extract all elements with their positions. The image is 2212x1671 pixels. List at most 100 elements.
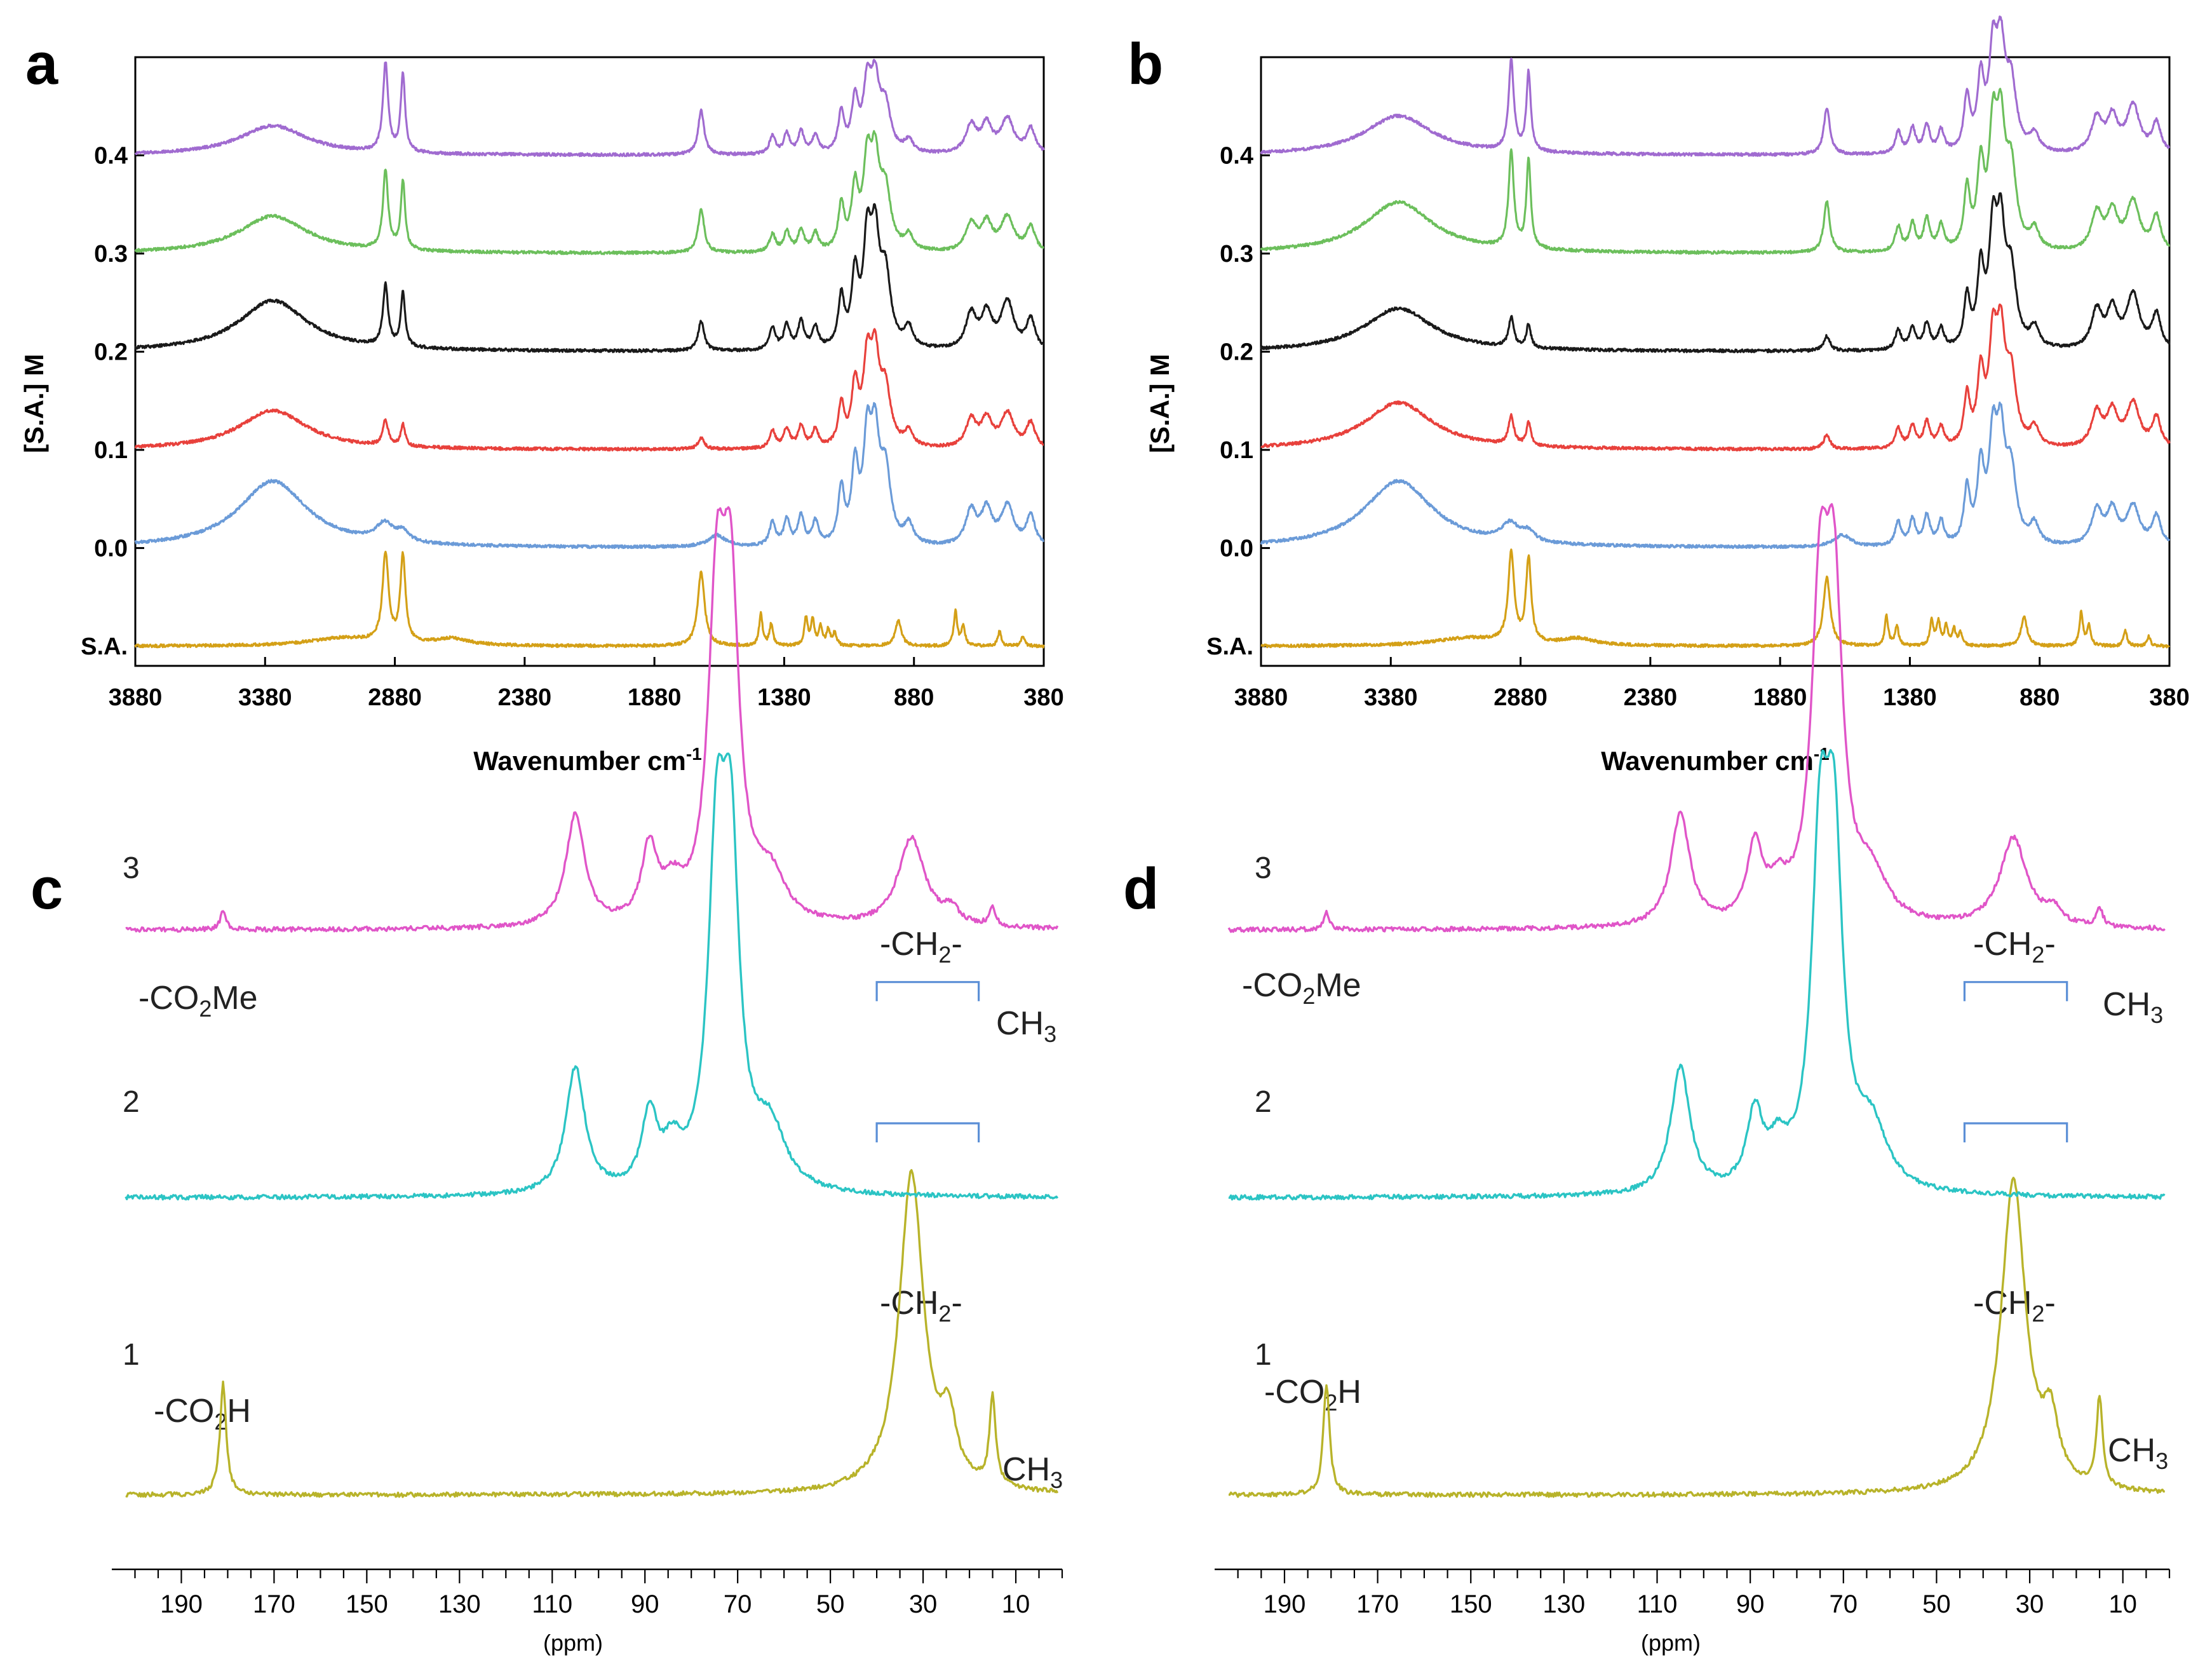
- ch3-annotation: CH3: [996, 1005, 1056, 1047]
- ch2-annotation: -CH2-: [880, 1285, 962, 1327]
- series-line-s-a: [134, 550, 1045, 649]
- spectrum-label-2: 2: [123, 1085, 140, 1119]
- x-tick-label: 3880: [109, 684, 163, 711]
- x-tick-label: 10: [1002, 1590, 1030, 1618]
- spectrum-label-1: 1: [1255, 1338, 1272, 1372]
- spectrum-line-1: [125, 1169, 1059, 1498]
- x-tick-label: 1880: [628, 684, 682, 711]
- ch3-annotation: CH3: [2103, 986, 2163, 1028]
- x-tick-label: 3380: [1364, 684, 1418, 711]
- ch2-bracket: [1963, 981, 2068, 1001]
- y-tick-label: 0.1: [1220, 437, 1253, 464]
- x-tick-label: 2880: [368, 684, 422, 711]
- ch2-bracket: [875, 1122, 980, 1142]
- x-tick-label: 90: [1736, 1590, 1765, 1618]
- nmr-plot-area: 190 170 150 130 110 90 70 50 30 10: [1215, 503, 2171, 1618]
- spectrum-label-1: 1: [123, 1338, 140, 1372]
- panel-d-nmr-spectra: d 3 2 1 -CO2Me -CH2- CH3 -CO2H -CH2- CH3…: [1123, 503, 2171, 1656]
- x-tick-label: 50: [1922, 1590, 1951, 1618]
- nmr-plot-area: 190 170 150 130 110 90 70 50 30 10: [112, 506, 1063, 1618]
- spectrum-line-3: [1227, 503, 2166, 933]
- spectrum-line-2: [125, 752, 1059, 1201]
- series-line-0-0-m: [134, 402, 1045, 550]
- series-line-0-3-m: [134, 130, 1044, 255]
- y-tick-label: 0.3: [1220, 241, 1253, 267]
- panel-a-ir-spectra: a [S.A.] M Wavenumber cm-1 S.A. 0.0 0.1 0.2…: [19, 32, 1064, 776]
- panel-letter-b: b: [1128, 32, 1163, 97]
- x-tick-label: 1380: [1883, 684, 1937, 711]
- x-tick-label: 2380: [1624, 684, 1678, 711]
- x-tick-label: 170: [1356, 1590, 1399, 1618]
- series-line-0-3-m: [1260, 88, 2171, 255]
- x-tick-label: 380: [1023, 684, 1063, 711]
- x-tick-label: 190: [160, 1590, 203, 1618]
- x-tick-label: 1380: [757, 684, 811, 711]
- x-tick-label: 3880: [1234, 684, 1288, 711]
- y-tick-label: 0.0: [1220, 536, 1253, 562]
- x-tick-label: 150: [1450, 1590, 1492, 1618]
- spectrum-label-2: 2: [1255, 1085, 1272, 1119]
- panel-b-ir-spectra: b [S.A.] M Wavenumber cm-1 S.A. 0.0 0.1 0.2…: [1128, 15, 2190, 776]
- series-line-0-2-m: [134, 203, 1044, 353]
- x-tick-label: 2880: [1494, 684, 1548, 711]
- x-axis-title: (ppm): [543, 1630, 603, 1656]
- x-axis-title: (ppm): [1641, 1630, 1701, 1656]
- series-line-0-1-m: [1260, 303, 2171, 452]
- series-line-0-4-m: [1260, 15, 2171, 157]
- x-tick-label: 1880: [1753, 684, 1807, 711]
- ch2-bracket: [1963, 1122, 2068, 1142]
- acid-annotation: -CO2H: [1264, 1374, 1361, 1416]
- series-line-0-4-m: [134, 58, 1045, 158]
- y-tick-label: 0.2: [1220, 339, 1253, 366]
- x-tick-label: 90: [631, 1590, 659, 1618]
- series-line-0-1-m: [134, 328, 1044, 452]
- x-tick-label: 880: [2020, 684, 2060, 711]
- x-tick-label: 30: [2016, 1590, 2044, 1618]
- y-tick-label: 0.3: [94, 241, 128, 267]
- plot-frame: [1260, 56, 2171, 667]
- spectrum-line-2: [1228, 748, 2166, 1201]
- x-tick-label: 110: [532, 1590, 572, 1618]
- y-tick-label: 0.4: [94, 143, 128, 170]
- x-tick-label: 50: [816, 1590, 845, 1618]
- x-tick-label: 880: [894, 684, 934, 711]
- y-tick-label: 0.0: [94, 536, 128, 562]
- panel-letter-c: c: [30, 856, 63, 921]
- spectrum-line-3: [125, 506, 1059, 933]
- x-axis-title: Wavenumber cm-1: [473, 744, 701, 776]
- x-tick-label: 150: [346, 1590, 388, 1618]
- x-tick-label: 130: [1543, 1590, 1586, 1618]
- x-tick-label: 380: [2149, 684, 2189, 711]
- panel-letter-d: d: [1123, 856, 1159, 921]
- ester-annotation: -CO2Me: [138, 980, 258, 1022]
- y-tick-label: S.A.: [1206, 633, 1253, 660]
- x-tick-label: 2380: [498, 684, 552, 711]
- acid-annotation: -CO2H: [154, 1393, 251, 1435]
- x-tick-label: 170: [253, 1590, 295, 1618]
- x-tick-label: 110: [1637, 1590, 1678, 1618]
- x-tick-label: 190: [1264, 1590, 1306, 1618]
- ch3-annotation: CH3: [2108, 1432, 2168, 1474]
- y-tick-label: S.A.: [81, 633, 128, 660]
- plot-frame: [134, 56, 1045, 667]
- y-tick-label: 0.2: [94, 339, 128, 366]
- panel-c-nmr-spectra: c 3 2 1 -CO2Me -CH2- CH3 -CO2H -CH2- CH3…: [30, 506, 1063, 1656]
- y-axis-title: [S.A.] M: [1145, 354, 1175, 453]
- ch2-annotation: -CH2-: [880, 926, 962, 968]
- x-tick-label: 3380: [238, 684, 292, 711]
- series-line-0-2-m: [1260, 192, 2171, 353]
- spectrum-label-3: 3: [1255, 851, 1272, 885]
- spectrum-label-3: 3: [123, 851, 140, 885]
- spectrum-line-1: [1229, 1177, 2166, 1498]
- ch2-annotation: -CH2-: [1973, 926, 2056, 968]
- y-tick-label: 0.4: [1220, 143, 1253, 170]
- ester-annotation: -CO2Me: [1242, 967, 1361, 1009]
- series-line-0-0-m: [1260, 402, 2171, 550]
- x-axis-title: Wavenumber cm-1: [1601, 744, 1829, 776]
- x-tick-label: 70: [724, 1590, 752, 1618]
- y-tick-label: 0.1: [94, 437, 128, 464]
- x-tick-label: 10: [2108, 1590, 2137, 1618]
- ch2-annotation: -CH2-: [1973, 1285, 2056, 1327]
- panel-letter-a: a: [25, 32, 58, 97]
